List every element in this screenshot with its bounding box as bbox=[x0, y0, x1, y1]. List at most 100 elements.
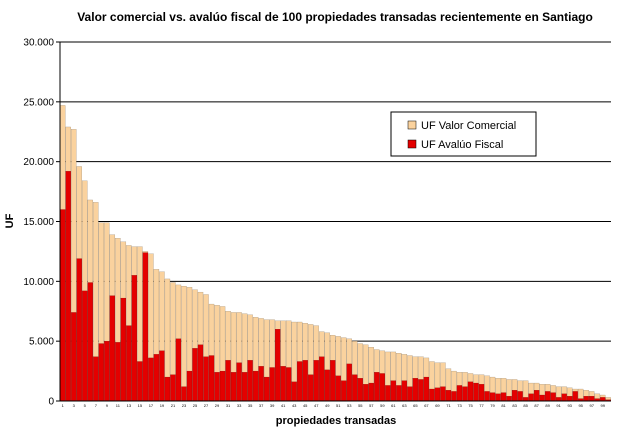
bar-avaluo-fiscal bbox=[236, 362, 242, 402]
bar-avaluo-fiscal bbox=[148, 357, 154, 402]
x-tick-label: 81 bbox=[501, 403, 506, 408]
bar-avaluo-fiscal bbox=[76, 258, 82, 402]
bar-avaluo-fiscal bbox=[407, 386, 413, 402]
x-tick-label: 85 bbox=[523, 403, 528, 408]
x-tick-label: 29 bbox=[215, 403, 220, 408]
x-tick-label: 83 bbox=[512, 403, 517, 408]
bar-avaluo-fiscal bbox=[241, 372, 248, 402]
bar-avaluo-fiscal bbox=[561, 393, 567, 402]
x-tick-label: 39 bbox=[270, 403, 275, 408]
x-tick-label: 65 bbox=[413, 403, 418, 408]
x-tick-label: 33 bbox=[237, 403, 242, 408]
x-tick-label: 53 bbox=[347, 403, 352, 408]
bar-avaluo-fiscal bbox=[269, 367, 275, 402]
x-tick-label: 19 bbox=[160, 403, 165, 408]
x-tick-label: 97 bbox=[589, 403, 594, 408]
bar-avaluo-fiscal bbox=[456, 385, 463, 402]
bar-avaluo-fiscal bbox=[175, 338, 182, 402]
bar-avaluo-fiscal bbox=[319, 356, 325, 402]
bar-avaluo-fiscal bbox=[159, 350, 165, 402]
bar-avaluo-fiscal bbox=[423, 376, 430, 402]
bar-avaluo-fiscal bbox=[352, 374, 358, 402]
bar-avaluo-fiscal bbox=[258, 366, 264, 402]
bar-avaluo-fiscal bbox=[341, 380, 347, 402]
x-tick-label: 13 bbox=[127, 403, 132, 408]
x-tick-label: 77 bbox=[479, 403, 484, 408]
bar-avaluo-fiscal bbox=[330, 360, 336, 402]
bar-avaluo-fiscal bbox=[495, 393, 501, 402]
x-tick-label: 43 bbox=[292, 403, 297, 408]
x-tick-label: 99 bbox=[601, 403, 606, 408]
bar-avaluo-fiscal bbox=[506, 396, 512, 402]
x-axis-label: propiedades transadas bbox=[276, 415, 396, 427]
bar-avaluo-fiscal bbox=[274, 329, 281, 402]
bar-avaluo-fiscal bbox=[396, 385, 402, 402]
x-tick-label: 49 bbox=[325, 403, 330, 408]
bar-avaluo-fiscal bbox=[142, 252, 149, 402]
bar-avaluo-fiscal bbox=[104, 341, 110, 402]
bar-avaluo-fiscal bbox=[451, 391, 457, 402]
bar-avaluo-fiscal bbox=[93, 356, 99, 402]
y-tick-label: 5.000 bbox=[29, 337, 54, 348]
bar-valor-comercial bbox=[181, 285, 187, 402]
x-tick-label: 11 bbox=[116, 403, 121, 408]
bar-avaluo-fiscal bbox=[219, 370, 226, 402]
bar-avaluo-fiscal bbox=[511, 390, 518, 402]
bar-avaluo-fiscal bbox=[418, 379, 424, 402]
x-tick-label: 59 bbox=[380, 403, 385, 408]
bar-avaluo-fiscal bbox=[600, 397, 606, 402]
bar-avaluo-fiscal bbox=[500, 392, 507, 402]
bar-avaluo-fiscal bbox=[137, 361, 143, 402]
x-tick-label: 41 bbox=[281, 403, 286, 408]
bar-avaluo-fiscal bbox=[252, 370, 259, 402]
bar-avaluo-fiscal bbox=[467, 381, 474, 402]
x-tick-label: 57 bbox=[369, 403, 374, 408]
x-tick-label: 27 bbox=[204, 403, 209, 408]
bar-avaluo-fiscal bbox=[445, 390, 452, 402]
legend-label-valor-comercial: UF Valor Comercial bbox=[421, 120, 516, 132]
bar-avaluo-fiscal bbox=[286, 367, 292, 402]
bar-avaluo-fiscal bbox=[555, 397, 562, 402]
legend-box bbox=[390, 111, 537, 157]
bar-avaluo-fiscal bbox=[87, 282, 93, 402]
bar-avaluo-fiscal bbox=[346, 363, 352, 402]
bar-avaluo-fiscal bbox=[297, 361, 303, 402]
x-tick-label: 31 bbox=[226, 403, 231, 408]
bar-avaluo-fiscal bbox=[65, 171, 71, 402]
x-tick-label: 93 bbox=[567, 403, 572, 408]
x-tick-label: 67 bbox=[424, 403, 429, 408]
bar-avaluo-fiscal bbox=[98, 343, 104, 402]
bar-avaluo-fiscal bbox=[280, 366, 286, 402]
bar-avaluo-fiscal bbox=[109, 295, 116, 402]
bar-avaluo-fiscal bbox=[131, 275, 138, 402]
y-tick-label: 15.000 bbox=[23, 217, 54, 228]
bar-avaluo-fiscal bbox=[390, 380, 397, 402]
bar-avaluo-fiscal bbox=[302, 360, 308, 402]
x-tick-label: 71 bbox=[446, 403, 451, 408]
chart-title: Valor comercial vs. avalúo fiscal de 100… bbox=[77, 10, 593, 24]
x-tick-label: 1 bbox=[62, 403, 65, 408]
y-tick-label: 10.000 bbox=[23, 277, 54, 288]
y-tick-label: 0 bbox=[48, 397, 54, 408]
legend-swatch-valor-comercial bbox=[407, 120, 417, 130]
y-tick-label: 20.000 bbox=[23, 157, 54, 168]
x-tick-label: 69 bbox=[435, 403, 440, 408]
bar-avaluo-fiscal bbox=[429, 388, 435, 402]
y-tick-label: 30.000 bbox=[23, 38, 54, 49]
x-tick-label: 35 bbox=[248, 403, 253, 408]
x-tick-label: 5 bbox=[84, 403, 87, 408]
x-tick-label: 91 bbox=[556, 403, 561, 408]
x-tick-label: 17 bbox=[149, 403, 154, 408]
bar-avaluo-fiscal bbox=[440, 386, 446, 402]
bar-avaluo-fiscal bbox=[489, 392, 496, 402]
x-tick-label: 73 bbox=[457, 403, 462, 408]
y-axis-label: UF bbox=[4, 213, 16, 228]
bar-avaluo-fiscal bbox=[572, 391, 578, 402]
x-tick-label: 25 bbox=[193, 403, 198, 408]
bar-avaluo-fiscal bbox=[462, 386, 468, 402]
x-tick-label: 75 bbox=[468, 403, 473, 408]
bar-avaluo-fiscal bbox=[528, 393, 534, 402]
x-tick-label: 3 bbox=[73, 403, 76, 408]
bar-avaluo-fiscal bbox=[291, 381, 297, 402]
